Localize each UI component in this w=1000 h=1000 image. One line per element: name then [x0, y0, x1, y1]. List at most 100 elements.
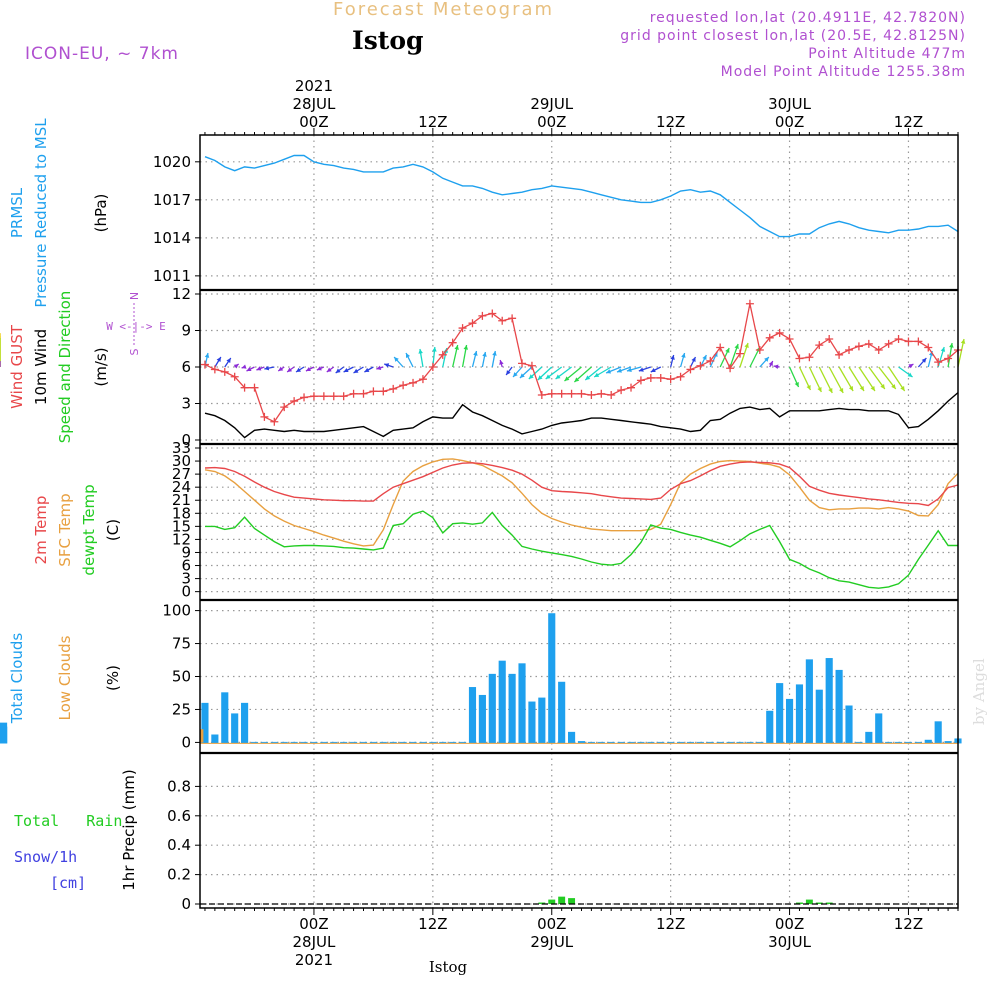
y-tick-label: 3: [181, 395, 191, 413]
wind-vector-head: [870, 386, 875, 391]
y-label-speed-direction: Speed and Direction: [56, 291, 74, 444]
total-cloud-bar: [766, 710, 774, 744]
wind-vector-head: [908, 364, 914, 369]
y-label-prmsl: PRMSL: [8, 187, 26, 238]
gust-marker: [587, 390, 596, 399]
wind-vector-head: [734, 344, 739, 349]
y-tick-label: 12: [172, 530, 191, 548]
gust-marker: [706, 356, 715, 365]
sfc-temp-line: [204, 458, 959, 547]
wind-vector-head: [513, 372, 518, 377]
total-cloud-bar: [795, 684, 804, 744]
frame-layer: [195, 128, 959, 915]
wind-vector-head: [405, 353, 411, 358]
footer-location: Istog: [429, 958, 468, 976]
gust-marker: [478, 311, 487, 320]
rain-bar: [825, 902, 833, 904]
gust-marker: [537, 390, 546, 399]
total-cloud-bar: [875, 713, 883, 744]
wind-vector-head: [681, 353, 686, 358]
time-label-top: 28JUL: [293, 95, 336, 113]
rain-bar: [568, 898, 576, 904]
wind-vector-head: [839, 388, 844, 393]
gust-marker: [934, 358, 943, 367]
gust-marker: [339, 392, 348, 401]
gust-marker: [220, 367, 229, 376]
model-label: ICON-EU, ~ 7km: [25, 44, 179, 64]
wind-vector-head: [278, 366, 284, 371]
time-label-top: 00Z: [775, 113, 804, 131]
wind-vector-head: [326, 367, 332, 372]
wind-vector-head: [585, 375, 591, 380]
gust-marker: [904, 337, 913, 346]
pressure-line: [204, 154, 959, 238]
wind-vector-head: [528, 374, 534, 379]
legend-snow-unit: [cm]: [50, 874, 86, 892]
gust-marker: [300, 393, 309, 402]
wind-vector-head: [859, 386, 865, 391]
gust-marker: [944, 354, 953, 363]
y-tick-label: 18: [172, 504, 191, 522]
time-label-bottom: 00Z: [299, 915, 328, 933]
total-cloud-bar: [924, 739, 932, 744]
time-label-top: 12Z: [656, 113, 685, 131]
wind-vector: [858, 366, 876, 392]
wind-vector: [868, 366, 886, 390]
y-tick-label: 24: [172, 478, 191, 496]
wind-vector-head: [848, 386, 854, 391]
wind-vector-head: [335, 368, 341, 373]
gust-marker: [389, 384, 398, 393]
time-label-top: 29JUL: [530, 95, 573, 113]
gust-marker: [369, 387, 378, 396]
wind-vector-head: [394, 357, 399, 362]
total-cloud-bar: [815, 689, 823, 744]
total-cloud-bar: [577, 741, 586, 744]
gust-marker: [864, 339, 873, 348]
wind-vector-head: [555, 374, 561, 379]
gust-marker: [428, 363, 437, 371]
total-cloud-bar: [508, 673, 516, 744]
wind-vector-head: [670, 355, 675, 360]
data-layer: [0, 154, 966, 905]
total-cloud-bar: [825, 658, 833, 744]
gust-marker: [656, 373, 665, 382]
y-tick-label: 0: [181, 733, 191, 751]
wind-vector-head: [564, 376, 570, 381]
wind-vector-head: [506, 370, 511, 375]
wind-vector-head: [940, 347, 946, 352]
gust-marker: [527, 361, 536, 370]
gust-marker: [636, 376, 645, 385]
total-cloud-bar: [934, 721, 942, 744]
y-tick-label: 1014: [153, 229, 191, 247]
wind-vector-head: [519, 373, 525, 378]
y-label-percent: (%): [104, 665, 122, 691]
wind-vector-head: [773, 364, 779, 369]
gust-marker: [230, 372, 239, 381]
wind-vector-head: [316, 366, 322, 371]
total-cloud-bar: [805, 659, 813, 744]
y-tick-label: 27: [172, 465, 191, 483]
gust-marker: [646, 373, 655, 382]
time-label-top: 12Z: [418, 113, 447, 131]
y-tick-label: 50: [172, 668, 191, 686]
y-label-dewpt: dewpt Temp: [80, 484, 98, 575]
gust-marker: [438, 350, 447, 359]
gust-marker: [617, 386, 626, 395]
y-tick-label: 1017: [153, 191, 191, 209]
gust-line: [204, 303, 959, 423]
gust-marker: [894, 335, 903, 344]
wind-vector-head: [376, 365, 382, 370]
wind-vector: [888, 366, 906, 392]
y-label-pressure: Pressure Reduced to MSL: [32, 118, 50, 308]
wind-vector: [848, 366, 865, 392]
wind-vector-head: [606, 369, 612, 374]
wind-vector-head: [949, 343, 954, 348]
y-label-gust: Wind GUST: [8, 324, 26, 409]
grid-layer: [200, 135, 958, 908]
requested-coords: requested lon,lat (20.4911E, 42.7820N): [649, 10, 966, 26]
y-tick-label: 6: [181, 557, 191, 575]
wind-vector-head: [264, 365, 270, 371]
compass-s: S: [128, 348, 141, 355]
dewpoint-line: [205, 510, 958, 589]
